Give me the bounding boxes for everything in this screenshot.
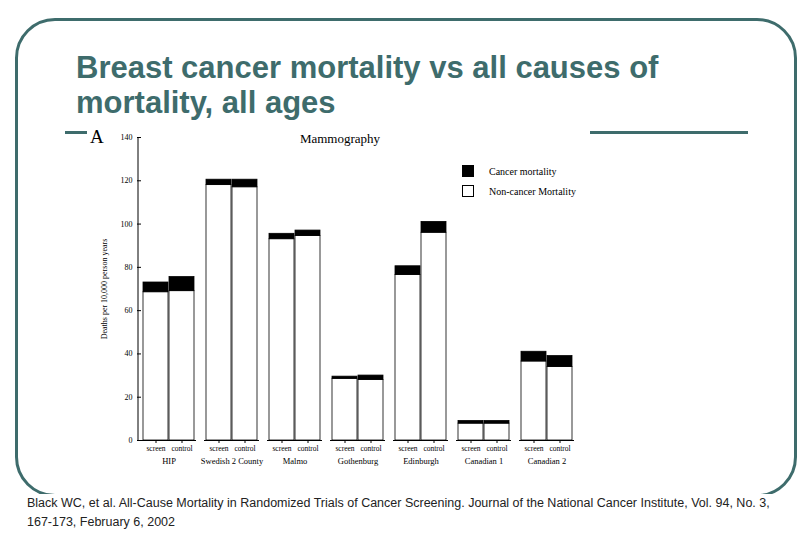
svg-text:20: 20	[125, 393, 133, 402]
svg-text:screen: screen	[461, 444, 480, 453]
svg-text:0: 0	[129, 436, 133, 445]
svg-text:Canadian 1: Canadian 1	[465, 456, 503, 466]
svg-text:control: control	[423, 444, 444, 453]
svg-text:screen: screen	[524, 444, 543, 453]
svg-text:60: 60	[125, 306, 133, 315]
svg-text:control: control	[234, 444, 255, 453]
svg-text:control: control	[549, 444, 570, 453]
svg-text:100: 100	[121, 220, 133, 229]
html-text:A: A	[90, 126, 104, 147]
svg-text:Swedish 2 County: Swedish 2 County	[201, 456, 264, 466]
html-text:Black WC, et al. All-Cause Mor: Black WC, et al. All-Cause Mortality in …	[27, 496, 770, 529]
svg-text:screen: screen	[398, 444, 417, 453]
svg-text:screen: screen	[209, 444, 228, 453]
svg-text:Deaths per 10,000 person years: Deaths per 10,000 person years	[100, 239, 109, 340]
html-text:Non-cancer Mortality: Non-cancer Mortality	[489, 185, 576, 197]
html-text:Cancer mortality: Cancer mortality	[489, 165, 557, 177]
svg-text:control: control	[171, 444, 192, 453]
svg-text:screen: screen	[335, 444, 354, 453]
svg-text:40: 40	[125, 349, 133, 358]
svg-text:HIP: HIP	[162, 456, 176, 466]
svg-text:80: 80	[125, 263, 133, 272]
svg-text:Edinburgh: Edinburgh	[403, 456, 439, 466]
svg-text:Gothenburg: Gothenburg	[338, 456, 379, 466]
svg-text:control: control	[486, 444, 507, 453]
svg-text:Malmo: Malmo	[283, 456, 308, 466]
svg-text:140: 140	[121, 133, 133, 142]
svg-text:control: control	[297, 444, 318, 453]
svg-text:control: control	[360, 444, 381, 453]
svg-text:screen: screen	[146, 444, 165, 453]
svg-text:Canadian 2: Canadian 2	[528, 456, 566, 466]
svg-text:120: 120	[121, 176, 133, 185]
html-text:Mammography: Mammography	[299, 131, 381, 146]
html-text:Breast cancer mortality vs all: Breast cancer mortality vs all causes of…	[76, 50, 659, 120]
svg-text:screen: screen	[272, 444, 291, 453]
